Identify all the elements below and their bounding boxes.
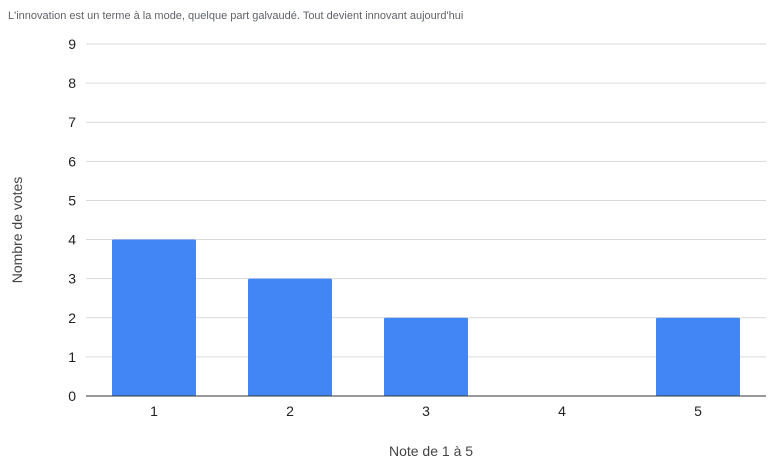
x-axis-label: Note de 1 à 5 (389, 443, 473, 459)
bar-1 (112, 239, 196, 396)
y-axis-label: Nombre de votes (9, 177, 25, 284)
x-axis-ticks: 1 2 3 4 5 (150, 403, 702, 419)
y-axis-ticks: 0 1 2 3 4 5 6 7 8 9 (68, 36, 76, 404)
y-tick-label: 0 (68, 388, 76, 404)
bar-5 (656, 317, 740, 396)
x-tick-label: 1 (150, 403, 158, 419)
chart-title: L'innovation est un terme à la mode, que… (8, 10, 463, 22)
x-tick-label: 3 (422, 403, 430, 419)
y-tick-label: 8 (68, 75, 76, 91)
y-tick-label: 1 (68, 349, 76, 365)
x-tick-label: 2 (286, 403, 294, 419)
y-tick-label: 7 (68, 114, 76, 130)
y-tick-label: 4 (68, 232, 76, 248)
y-tick-label: 3 (68, 271, 76, 287)
x-tick-label: 5 (694, 403, 702, 419)
y-tick-label: 5 (68, 192, 76, 208)
bar-2 (248, 278, 332, 396)
y-tick-label: 9 (68, 36, 76, 52)
bar-3 (384, 317, 468, 396)
gridlines (86, 43, 766, 358)
y-tick-label: 2 (68, 310, 76, 326)
y-tick-label: 6 (68, 153, 76, 169)
x-tick-label: 4 (558, 403, 566, 419)
bars (112, 239, 740, 396)
